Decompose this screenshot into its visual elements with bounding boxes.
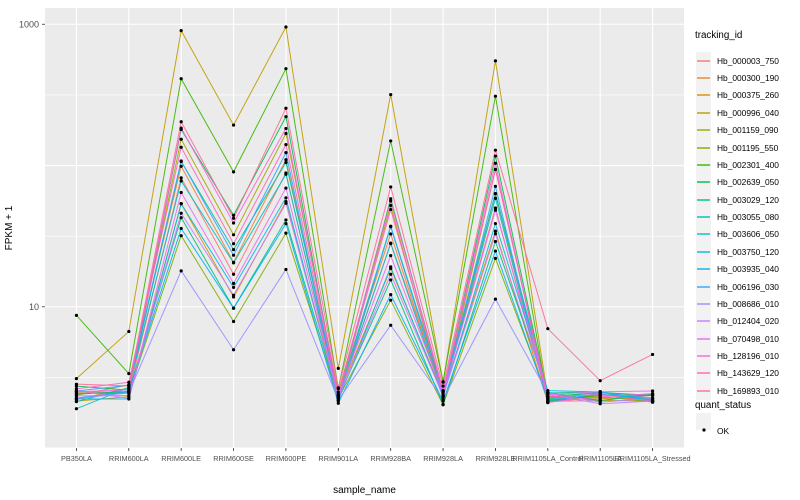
svg-text:RRIM1105LA_Control: RRIM1105LA_Control (512, 454, 583, 463)
svg-text:1000: 1000 (19, 19, 39, 29)
svg-text:RRIM600LA: RRIM600LA (109, 454, 149, 463)
svg-text:RRIM600PE: RRIM600PE (266, 454, 307, 463)
svg-text:RRIM928BA: RRIM928BA (370, 454, 411, 463)
svg-text:RRIM928LA: RRIM928LA (423, 454, 463, 463)
svg-text:10: 10 (29, 302, 39, 312)
svg-text:RRIM600SE: RRIM600SE (213, 454, 254, 463)
svg-text:FPKM + 1: FPKM + 1 (4, 205, 15, 250)
svg-text:PB350LA: PB350LA (61, 454, 92, 463)
svg-text:RRIM1105LA_Stressed: RRIM1105LA_Stressed (615, 454, 691, 463)
svg-text:RRIM928LE: RRIM928LE (476, 454, 516, 463)
svg-text:RRIM901LA: RRIM901LA (318, 454, 358, 463)
svg-text:RRIM600LE: RRIM600LE (161, 454, 201, 463)
svg-text:sample_name: sample_name (333, 485, 396, 496)
